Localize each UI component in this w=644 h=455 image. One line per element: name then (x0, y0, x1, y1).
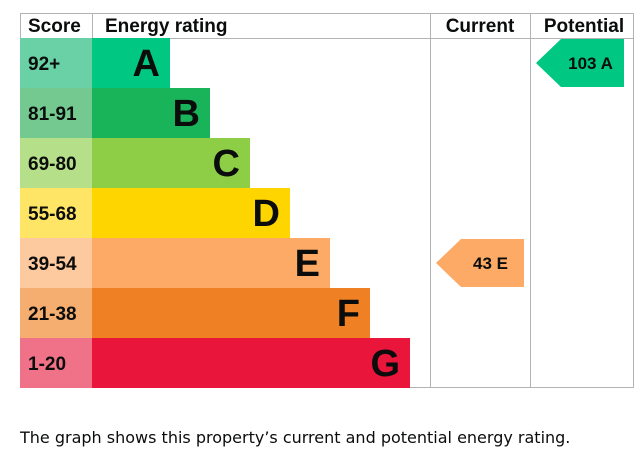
score-range-c: 69-80 (28, 154, 77, 175)
score-range-g: 1-20 (28, 354, 66, 375)
epc-chart: 92+ A81-91 B69-80 C55-68 D39-54 E21-38 F1-20 G … (20, 13, 634, 388)
rating-letter-g: G (370, 343, 400, 385)
header-score: Score (28, 16, 81, 37)
score-range-a: 92+ (28, 54, 60, 75)
current-rating-label: 43 E (473, 254, 508, 273)
rating-letter-d: D (253, 193, 280, 235)
potential-rating-label: 103 A (568, 54, 613, 73)
rating-arrows: 43 E 103 A (436, 39, 624, 287)
rating-bar-b (92, 88, 210, 138)
current-rating-arrow (436, 239, 524, 287)
rating-letter-b: B (173, 93, 200, 135)
rating-bar-f (92, 288, 370, 338)
rating-letter-e: E (295, 243, 320, 285)
score-cell-f (20, 288, 92, 338)
rating-bar-a (92, 38, 170, 88)
score-range-f: 21-38 (28, 304, 77, 325)
rating-bands: 92+ A 81-91 B 69-80 C 55-68 D 39-54 E 21-38 F 1-20 G (20, 38, 410, 388)
score-cell-a (20, 38, 92, 88)
rating-bar-d (92, 188, 290, 238)
header-current: Current (446, 16, 515, 37)
rating-bar-g (92, 338, 410, 388)
rating-bar-e (92, 238, 330, 288)
score-cell-d (20, 188, 92, 238)
potential-rating-arrow (536, 39, 624, 87)
score-cell-e (20, 238, 92, 288)
rating-letter-a: A (133, 43, 160, 85)
score-cell-b (20, 88, 92, 138)
rating-letter-c: C (213, 143, 240, 185)
header-energy-rating: Energy rating (105, 16, 227, 37)
rating-letter-f: F (337, 293, 360, 335)
score-range-e: 39-54 (28, 254, 77, 275)
chart-caption: The graph shows this property’s current … (20, 428, 571, 447)
header-potential: Potential (544, 16, 624, 37)
score-cell-c (20, 138, 92, 188)
column-headers: Score Energy rating Current Potential (28, 16, 624, 37)
score-cell-g (20, 338, 92, 388)
score-range-b: 81-91 (28, 104, 77, 125)
rating-bar-c (92, 138, 250, 188)
score-range-d: 55-68 (28, 204, 77, 225)
